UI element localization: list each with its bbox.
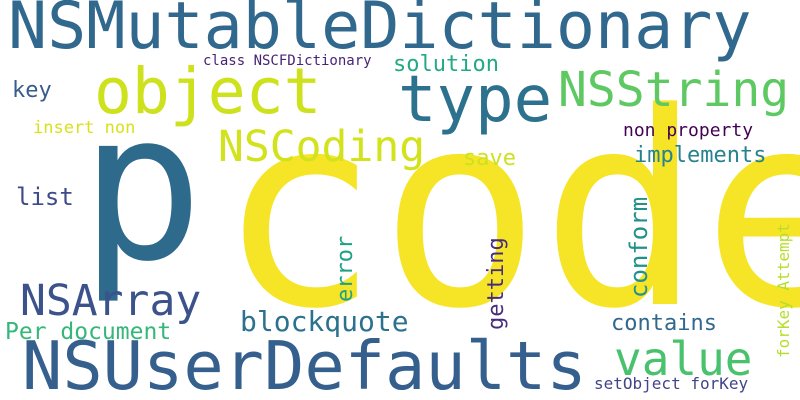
word-object: object <box>94 55 322 128</box>
word-non-property: non property <box>623 120 754 141</box>
word-solution: solution <box>393 52 499 77</box>
word-save: save <box>463 146 516 171</box>
word-nsuserdefaults: NSUserDefaults <box>22 327 587 400</box>
word-nsarray: NSArray <box>20 276 202 326</box>
word-setobject-forkey: setObject forKey <box>594 374 749 393</box>
word-forkey-attempt: forKey Attempt <box>774 223 793 358</box>
word-getting: getting <box>484 237 509 330</box>
word-contains: contains <box>611 311 717 336</box>
word-nsstring: NSString <box>558 62 790 118</box>
word-class-nscfdictionary: class NSCFDictionary <box>203 53 372 69</box>
word-p: p <box>80 69 204 307</box>
word-nsmutabledictionary: NSMutableDictionary <box>8 0 752 64</box>
word-insert-non: insert non <box>33 118 136 138</box>
word-nscoding: NSCoding <box>218 122 426 172</box>
word-key: key <box>12 78 52 103</box>
word-value: value <box>614 332 753 386</box>
word-type: type <box>398 63 553 137</box>
word-code: code <box>218 56 800 368</box>
word-blockquote: blockquote <box>240 305 409 338</box>
word-list: list <box>16 183 74 211</box>
word-implements: implements <box>634 143 767 168</box>
word-conform: conform <box>625 196 653 298</box>
word-error: error <box>333 235 358 302</box>
word-per-document: Per document <box>5 319 172 345</box>
